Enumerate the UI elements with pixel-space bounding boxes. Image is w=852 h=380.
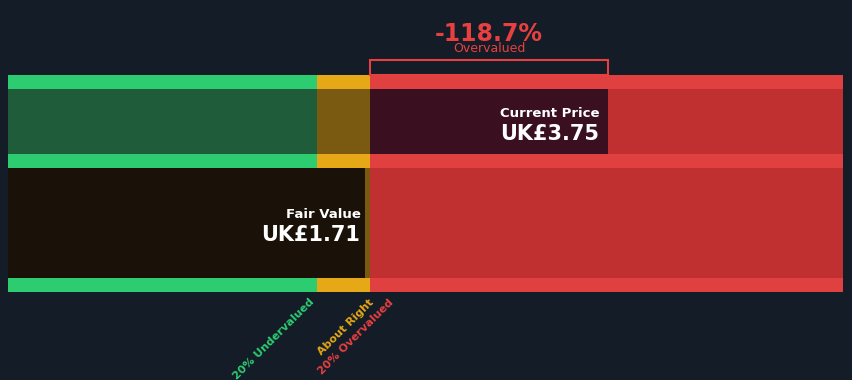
Bar <box>8 154 317 168</box>
Text: UK£1.71: UK£1.71 <box>262 225 360 245</box>
Bar <box>370 154 842 168</box>
Bar <box>370 75 842 89</box>
Text: 20% Undervalued: 20% Undervalued <box>231 297 315 380</box>
Bar <box>370 278 842 292</box>
Bar <box>8 75 317 89</box>
Bar <box>370 89 842 154</box>
Text: 20% Overvalued: 20% Overvalued <box>316 297 395 376</box>
Bar <box>8 168 317 278</box>
Bar <box>317 278 370 292</box>
Bar <box>317 154 370 168</box>
Bar <box>317 75 370 89</box>
Text: -118.7%: -118.7% <box>435 22 543 46</box>
Bar <box>370 168 842 278</box>
Bar <box>8 168 365 278</box>
Text: Current Price: Current Price <box>499 107 599 120</box>
Bar <box>317 89 370 154</box>
Bar <box>8 278 317 292</box>
Bar <box>370 89 607 154</box>
Text: UK£3.75: UK£3.75 <box>500 124 599 144</box>
Bar <box>370 60 607 75</box>
Bar <box>317 168 370 278</box>
Text: Fair Value: Fair Value <box>285 209 360 222</box>
Bar <box>8 89 317 154</box>
Text: About Right: About Right <box>315 297 375 357</box>
Text: Overvalued: Overvalued <box>452 42 525 55</box>
